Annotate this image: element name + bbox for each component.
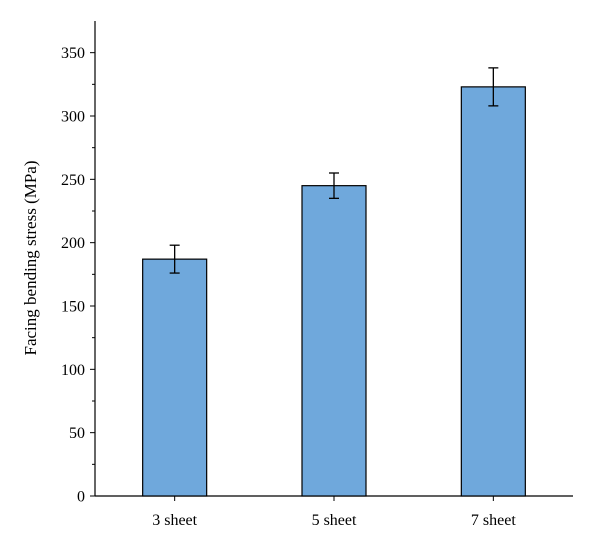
y-axis: 0 50 100 150 200 250 300 350	[61, 21, 96, 506]
x-tick-label: 5 sheet	[312, 512, 357, 529]
y-tick-label: 0	[77, 489, 85, 506]
x-tick-label: 7 sheet	[471, 512, 516, 529]
bar-3-sheet	[142, 258, 208, 497]
y-axis-title: Facing bending stress (MPa)	[21, 160, 40, 355]
y-tick-label: 250	[61, 172, 85, 189]
y-tick-label: 150	[61, 299, 85, 316]
bar-7-sheet	[460, 86, 526, 497]
error-bars	[169, 67, 499, 274]
y-tick-label: 50	[69, 425, 85, 442]
y-tick-label: 300	[61, 109, 85, 126]
bars	[142, 86, 526, 497]
bar-5-sheet	[301, 185, 367, 497]
y-tick-label: 350	[61, 45, 85, 62]
y-tick-label: 100	[61, 362, 85, 379]
x-tick-label: 3 sheet	[152, 512, 197, 529]
y-tick-label: 200	[61, 235, 85, 252]
x-axis: 3 sheet 5 sheet 7 sheet	[95, 495, 573, 529]
